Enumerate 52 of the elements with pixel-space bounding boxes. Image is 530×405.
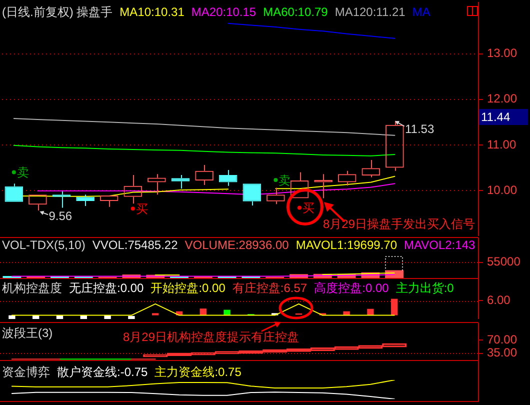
bar [224, 310, 230, 316]
text: 卖 [278, 173, 291, 188]
bar [367, 308, 374, 316]
y-tick-label: 55000 [487, 254, 521, 269]
series-label: 开始控盘:0.00 [150, 281, 226, 295]
legend-label: 高度控盘:0.00 [314, 281, 389, 295]
y-tick-label: 13.00 [487, 46, 518, 60]
y-tick-label: 10.00 [487, 182, 518, 197]
text: 买 [302, 201, 314, 216]
point [12, 170, 16, 174]
chart-title: VOL-TDX(5,10) [2, 238, 86, 252]
text: MA120:11.21 [334, 5, 406, 19]
series-label: 有庄控盘:6.57 [232, 281, 308, 295]
y-tick-label: 6.00 [487, 292, 511, 307]
candlestick [171, 174, 190, 190]
series-label: VOLUME:28936.00 [184, 238, 289, 252]
y-tick-label: 12.00 [487, 92, 518, 106]
candlestick [76, 194, 94, 206]
chart-title: 资金博弈 [2, 365, 50, 379]
annotation: 8月29日操盘手发出买入信号 [323, 217, 476, 231]
bar [391, 298, 398, 316]
series-label: 无庄控盘:0.00 [69, 281, 144, 295]
text: MA20:10.15 [191, 5, 256, 19]
chart-title: 机构控盘度 [2, 281, 62, 295]
y-tick-label: 70.00 [487, 332, 518, 346]
y-tick-label: 11.00 [487, 137, 516, 152]
text: MA [412, 5, 430, 19]
text: 11.44 [479, 109, 528, 125]
point [298, 206, 302, 210]
annotation: 9.56 [48, 208, 72, 222]
point [274, 178, 278, 182]
text: VVOL:75485.22 [92, 238, 178, 252]
annotation: 11.53 [405, 122, 434, 136]
series-label: 主力资金线:0.75 [154, 365, 242, 379]
chart-title: 波段王(3) [2, 326, 53, 340]
y-tick-label: 35.00 [487, 346, 518, 360]
series-label: 买 [136, 202, 148, 216]
chart-title: (日线.前复权) 操盘手 [2, 5, 113, 19]
candlestick [52, 190, 71, 208]
candlestick [218, 169, 238, 186]
series-label: 卖 [16, 166, 29, 180]
text: 主力出货:0 [396, 281, 454, 295]
text: MA10:10.31 [120, 5, 184, 19]
series-label: 散户资金线:-0.75 [57, 365, 148, 379]
series-label: MAVOL1:19699.70 [296, 238, 398, 252]
annotation: 8月29日机构控盘度提示有庄控盘 [123, 330, 300, 344]
bar [8, 315, 16, 319]
bar [128, 316, 135, 319]
text: MA60:10.79 [263, 5, 328, 19]
text: MAVOL2:143 [404, 238, 476, 252]
point [130, 206, 135, 211]
bar [200, 308, 206, 316]
